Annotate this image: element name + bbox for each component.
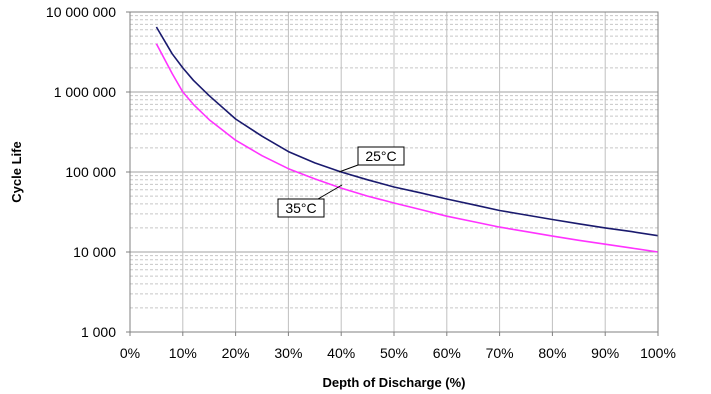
- x-tick-label: 0%: [120, 345, 140, 361]
- y-tick-label: 1 000 000: [54, 84, 116, 100]
- x-tick-label: 80%: [538, 345, 566, 361]
- y-tick-label: 10 000 000: [46, 4, 116, 20]
- x-tick-label: 10%: [169, 345, 197, 361]
- x-tick-label: 40%: [327, 345, 355, 361]
- x-tick-label: 60%: [433, 345, 461, 361]
- x-tick-label: 90%: [591, 345, 619, 361]
- series-line-25c: [155, 26, 659, 237]
- series-labels: 25°C 35°C: [277, 146, 405, 218]
- y-tick-label: 10 000: [73, 244, 116, 260]
- label-25c-box: [357, 146, 405, 166]
- label-25c: 25°C: [365, 148, 396, 164]
- y-axis-ticks: 1 000 10 000 100 000 1 000 000 10 000 000: [46, 4, 130, 340]
- series-lines: [155, 26, 659, 253]
- y-tick-label: 100 000: [65, 164, 116, 180]
- series-line-35c: [155, 43, 659, 253]
- x-tick-label: 20%: [222, 345, 250, 361]
- x-tick-label: 30%: [274, 345, 302, 361]
- x-axis-ticks: 0% 10% 20% 30% 40% 50% 60% 70% 80% 90% 100%: [120, 332, 676, 361]
- y-axis-title: Cycle Life: [9, 141, 24, 202]
- x-tick-label: 70%: [486, 345, 514, 361]
- x-tick-label: 100%: [640, 345, 676, 361]
- x-axis-title: Depth of Discharge (%): [322, 375, 465, 390]
- y-tick-label: 1 000: [81, 324, 116, 340]
- minor-grid: [130, 15, 658, 309]
- label-25c-leader: [338, 164, 359, 173]
- label-35c-leader: [317, 184, 343, 200]
- label-35c-box: [277, 198, 325, 218]
- label-35c: 35°C: [285, 200, 316, 216]
- x-tick-label: 50%: [380, 345, 408, 361]
